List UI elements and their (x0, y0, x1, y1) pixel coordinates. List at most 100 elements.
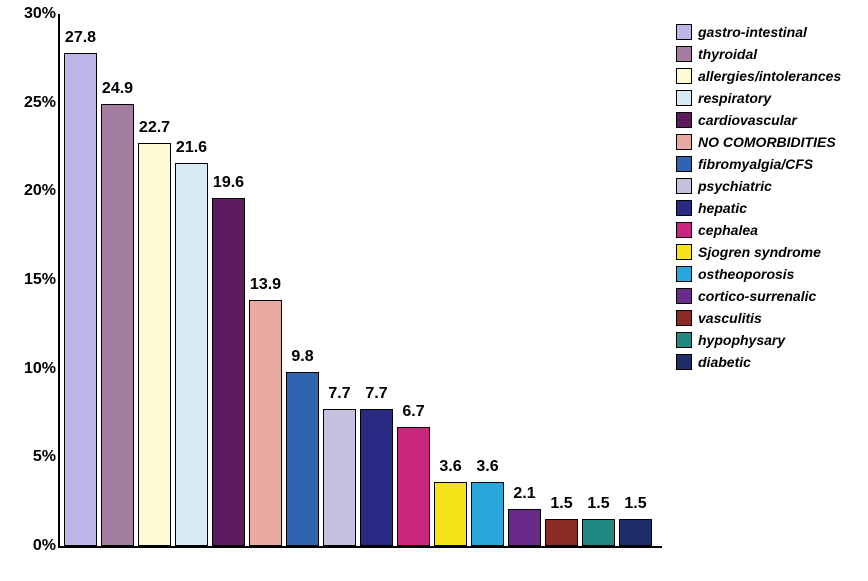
bar: 7.7 (360, 385, 393, 546)
bar-value-label: 3.6 (476, 458, 498, 476)
bar-value-label: 7.7 (365, 385, 387, 403)
y-tick-label: 5% (10, 448, 56, 466)
legend-item: vasculitis (676, 308, 841, 327)
bar-value-label: 9.8 (291, 348, 313, 366)
bar: 13.9 (249, 276, 282, 546)
bar: 6.7 (397, 403, 430, 546)
bar-value-label: 2.1 (513, 485, 535, 503)
legend-label: ostheoporosis (698, 266, 794, 282)
legend-swatch (676, 244, 692, 260)
legend-swatch (676, 46, 692, 62)
bar-rect (360, 409, 393, 546)
bar-rect (101, 104, 134, 546)
bar-rect (212, 198, 245, 546)
bar-value-label: 3.6 (439, 458, 461, 476)
legend-swatch (676, 90, 692, 106)
bar: 1.5 (582, 495, 615, 546)
legend-swatch (676, 332, 692, 348)
y-tick-label: 25% (10, 94, 56, 112)
bar-rect (471, 482, 504, 546)
bar-rect (582, 519, 615, 546)
legend-label: cardiovascular (698, 112, 797, 128)
legend-swatch (676, 112, 692, 128)
bar: 1.5 (545, 495, 578, 546)
legend-swatch (676, 156, 692, 172)
legend-label: hypophysary (698, 332, 785, 348)
bar-value-label: 1.5 (587, 495, 609, 513)
bar-rect (138, 143, 171, 546)
y-tick-label: 15% (10, 271, 56, 289)
bar: 24.9 (101, 80, 134, 546)
bar-rect (397, 427, 430, 546)
bar-rect (508, 509, 541, 546)
legend-item: fibromyalgia/CFS (676, 154, 841, 173)
legend-label: vasculitis (698, 310, 762, 326)
legend-item: cortico-surrenalic (676, 286, 841, 305)
legend-swatch (676, 24, 692, 40)
legend-swatch (676, 178, 692, 194)
bar: 27.8 (64, 29, 97, 546)
legend-label: Sjogren syndrome (698, 244, 821, 260)
legend-label: gastro-intestinal (698, 24, 807, 40)
bars-container: 27.8 24.9 22.7 21.6 19.6 13.9 9.8 7.7 7.7 6.7 3.6 3… (58, 14, 662, 546)
legend-swatch (676, 310, 692, 326)
bar-value-label: 1.5 (550, 495, 572, 513)
bar-rect (434, 482, 467, 546)
bar-rect (249, 300, 282, 546)
legend-item: psychiatric (676, 176, 841, 195)
legend-label: hepatic (698, 200, 747, 216)
bar: 22.7 (138, 119, 171, 546)
bar-value-label: 7.7 (328, 385, 350, 403)
legend-label: cortico-surrenalic (698, 288, 816, 304)
bar: 1.5 (619, 495, 652, 546)
y-tick-label: 10% (10, 360, 56, 378)
legend-label: NO COMORBIDITIES (698, 134, 836, 150)
bar-rect (64, 53, 97, 546)
legend-swatch (676, 222, 692, 238)
legend-item: gastro-intestinal (676, 22, 841, 41)
plot-area: 27.8 24.9 22.7 21.6 19.6 13.9 9.8 7.7 7.7 6.7 3.6 3… (58, 14, 662, 548)
bar-value-label: 13.9 (250, 276, 281, 294)
bar-rect (619, 519, 652, 546)
legend-label: cephalea (698, 222, 758, 238)
legend-item: hepatic (676, 198, 841, 217)
legend-item: NO COMORBIDITIES (676, 132, 841, 151)
bar: 3.6 (434, 458, 467, 546)
legend-label: allergies/intolerances (698, 68, 841, 84)
legend-swatch (676, 200, 692, 216)
bar-value-label: 21.6 (176, 139, 207, 157)
bar: 19.6 (212, 174, 245, 546)
legend-item: respiratory (676, 88, 841, 107)
bar: 9.8 (286, 348, 319, 546)
y-tick-label: 20% (10, 182, 56, 200)
legend-label: psychiatric (698, 178, 772, 194)
y-tick-label: 30% (10, 5, 56, 23)
bar-rect (323, 409, 356, 546)
legend-label: fibromyalgia/CFS (698, 156, 813, 172)
legend-label: diabetic (698, 354, 751, 370)
legend: gastro-intestinal thyroidal allergies/into… (676, 22, 841, 371)
bar-rect (545, 519, 578, 546)
bar-value-label: 22.7 (139, 119, 170, 137)
bar-rect (286, 372, 319, 546)
legend-item: hypophysary (676, 330, 841, 349)
legend-item: cardiovascular (676, 110, 841, 129)
bar: 7.7 (323, 385, 356, 546)
y-tick-label: 0% (10, 537, 56, 555)
legend-item: cephalea (676, 220, 841, 239)
bar-value-label: 6.7 (402, 403, 424, 421)
bar: 21.6 (175, 139, 208, 546)
legend-swatch (676, 288, 692, 304)
legend-item: diabetic (676, 352, 841, 371)
legend-item: Sjogren syndrome (676, 242, 841, 261)
bar-value-label: 19.6 (213, 174, 244, 192)
bar-rect (175, 163, 208, 546)
legend-swatch (676, 266, 692, 282)
legend-swatch (676, 354, 692, 370)
legend-item: thyroidal (676, 44, 841, 63)
legend-item: allergies/intolerances (676, 66, 841, 85)
legend-item: ostheoporosis (676, 264, 841, 283)
bar: 2.1 (508, 485, 541, 546)
bar-value-label: 27.8 (65, 29, 96, 47)
bar-value-label: 24.9 (102, 80, 133, 98)
